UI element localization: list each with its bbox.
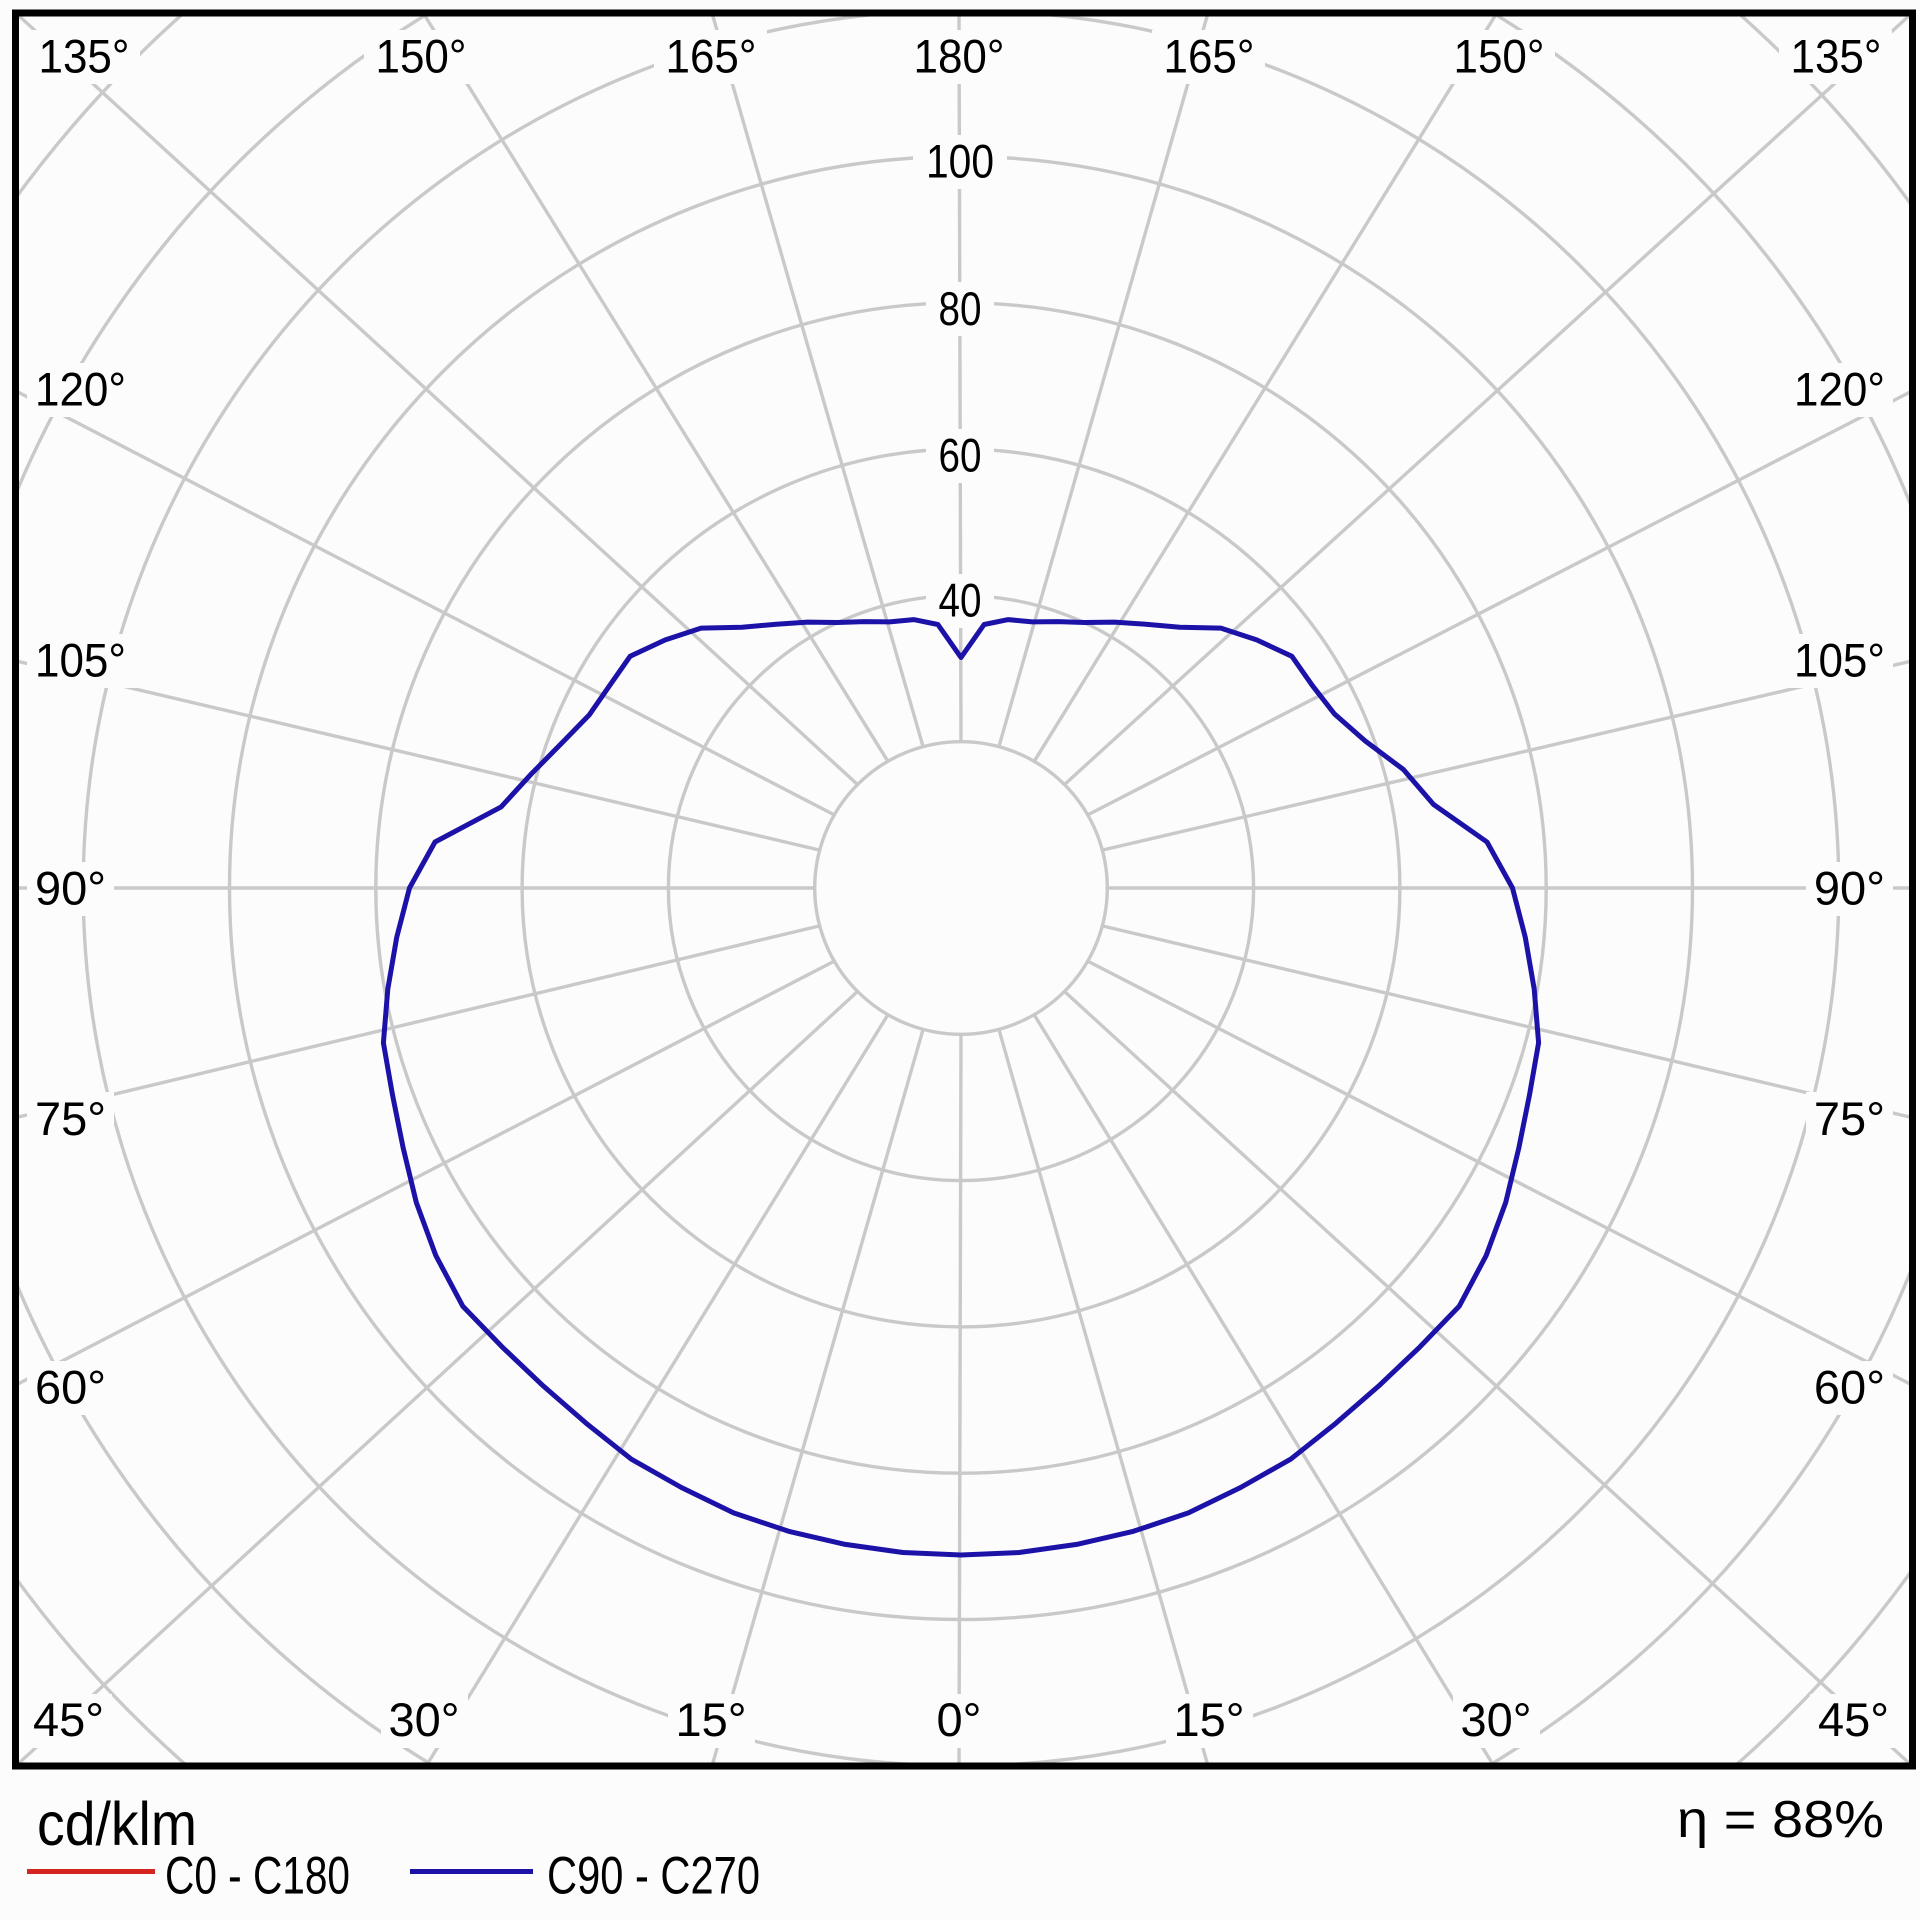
svg-text:165°: 165° [666, 30, 757, 83]
svg-text:45°: 45° [33, 1693, 104, 1746]
svg-text:45°: 45° [1818, 1693, 1889, 1746]
svg-text:75°: 75° [35, 1092, 106, 1145]
svg-text:135°: 135° [1791, 30, 1882, 83]
svg-text:105°: 105° [1794, 634, 1885, 687]
svg-text:0°: 0° [937, 1693, 982, 1746]
svg-text:60: 60 [939, 429, 982, 482]
svg-text:150°: 150° [1454, 30, 1545, 83]
svg-text:30°: 30° [388, 1693, 459, 1746]
svg-text:80: 80 [939, 282, 982, 335]
svg-text:105°: 105° [35, 634, 126, 687]
svg-text:60°: 60° [1814, 1361, 1885, 1414]
svg-text:165°: 165° [1164, 30, 1255, 83]
svg-text:75°: 75° [1814, 1092, 1885, 1145]
svg-text:120°: 120° [1794, 363, 1885, 416]
svg-text:135°: 135° [39, 30, 130, 83]
svg-text:90°: 90° [35, 862, 106, 915]
svg-text:150°: 150° [376, 30, 467, 83]
svg-text:90°: 90° [1814, 862, 1885, 915]
svg-text:40: 40 [939, 574, 982, 627]
svg-text:15°: 15° [675, 1693, 746, 1746]
svg-text:C0 - C180: C0 - C180 [165, 1847, 350, 1906]
svg-text:120°: 120° [35, 363, 126, 416]
svg-text:60°: 60° [35, 1361, 106, 1414]
svg-text:180°: 180° [914, 30, 1005, 83]
svg-text:cd/klm: cd/klm [37, 1790, 197, 1858]
svg-text:η = 88%: η = 88% [1677, 1791, 1884, 1849]
svg-text:30°: 30° [1460, 1693, 1531, 1746]
svg-text:15°: 15° [1173, 1693, 1244, 1746]
svg-text:C90 - C270: C90 - C270 [547, 1847, 760, 1906]
svg-text:100: 100 [926, 135, 994, 188]
